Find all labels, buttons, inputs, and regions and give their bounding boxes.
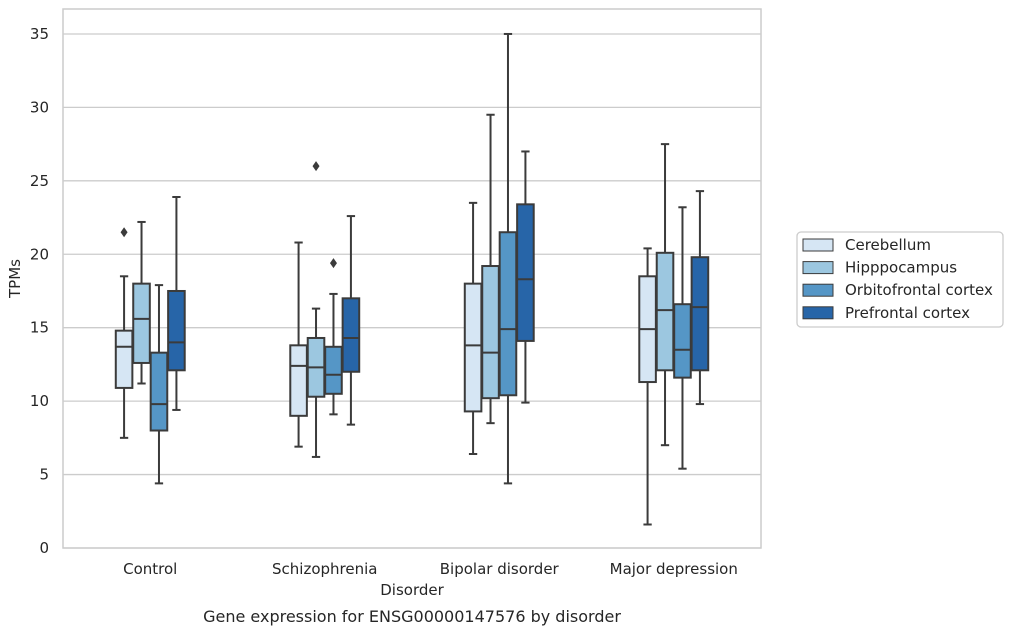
box-major-depression-hipppocampus	[655, 143, 675, 447]
box-iqr	[463, 282, 483, 413]
legend-label: Cerebellum	[845, 236, 931, 254]
legend-swatch	[802, 283, 834, 297]
outlier-point	[120, 227, 128, 238]
y-tick-labels: 0 5 10 15 20 25 30 35	[30, 25, 49, 557]
box-iqr	[167, 289, 186, 372]
y-tick-label: 20	[30, 245, 49, 263]
box-iqr	[673, 303, 692, 379]
box-major-depression-cerebellum	[638, 247, 657, 526]
box-control-orbitofrontal-cortex	[149, 284, 169, 485]
y-tick-label: 30	[30, 98, 49, 116]
box-iqr	[655, 251, 675, 372]
x-axis-title: Disorder	[380, 581, 444, 599]
x-tick-label: Schizophrenia	[272, 560, 377, 578]
box-iqr	[690, 256, 710, 372]
box-iqr	[132, 282, 151, 364]
chart-caption: Gene expression for ENSG00000147576 by d…	[203, 607, 621, 626]
box-iqr	[149, 351, 169, 432]
box-iqr	[498, 231, 518, 397]
x-tick-label: Control	[123, 560, 177, 578]
y-tick-label: 35	[30, 25, 49, 43]
box-schizophrenia-prefrontal-cortex	[341, 215, 361, 426]
box-iqr	[516, 203, 535, 342]
box-iqr	[324, 345, 343, 395]
legend-swatch	[802, 238, 834, 252]
legend-label: Orbitofrontal cortex	[845, 281, 993, 299]
box-iqr	[289, 344, 308, 417]
legend-swatch	[802, 261, 834, 275]
box-bipolar-disorder-cerebellum	[463, 201, 483, 456]
y-tick-label: 0	[39, 539, 49, 557]
box-schizophrenia-cerebellum	[289, 241, 308, 448]
y-tick-label: 10	[30, 392, 49, 410]
box-iqr	[341, 297, 361, 373]
box-major-depression-prefrontal-cortex	[690, 190, 710, 406]
x-tick-label: Major depression	[610, 560, 738, 578]
legend-swatch	[802, 306, 834, 320]
box-control-hipppocampus	[132, 220, 151, 385]
box-major-depression-orbitofrontal-cortex	[673, 206, 692, 470]
box-bipolar-disorder-orbitofrontal-cortex	[498, 32, 518, 485]
y-tick-label: 15	[30, 319, 49, 337]
outlier-point	[312, 161, 320, 172]
box-iqr	[114, 329, 134, 389]
box-iqr	[481, 265, 500, 400]
legend-frame	[796, 231, 1004, 328]
box-control-prefrontal-cortex	[167, 195, 186, 411]
outlier-point	[329, 258, 337, 269]
box-bipolar-disorder-hipppocampus	[481, 113, 500, 425]
x-tick-labels: Control Schizophrenia Bipolar disorder Majo…	[123, 560, 738, 578]
legend-label: Prefrontal cortex	[845, 304, 970, 322]
box-schizophrenia-orbitofrontal-cortex	[324, 258, 343, 416]
plot-frame	[62, 8, 762, 549]
boxes	[114, 32, 710, 526]
y-tick-label: 5	[39, 466, 49, 484]
y-tick-label: 25	[30, 172, 49, 190]
y-axis-title: TPMs	[6, 259, 24, 299]
box-control-cerebellum	[114, 227, 134, 439]
x-tick-label: Bipolar disorder	[440, 560, 560, 578]
legend: Cerebellum Hipppocampus Orbitofrontal cort…	[796, 231, 1004, 328]
legend-label: Hipppocampus	[845, 259, 957, 277]
box-schizophrenia-hipppocampus	[306, 161, 326, 458]
box-bipolar-disorder-prefrontal-cortex	[516, 150, 535, 404]
